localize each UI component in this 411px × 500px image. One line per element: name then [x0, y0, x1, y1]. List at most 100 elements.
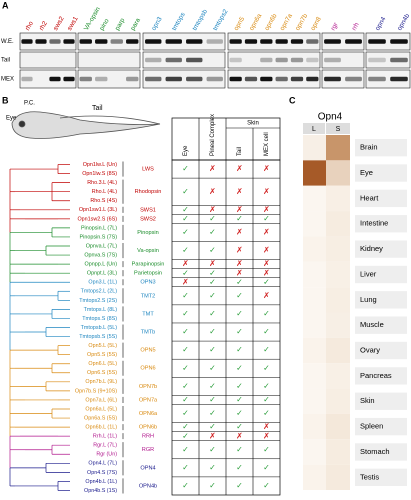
leaf-label: Opn1sw1.L (3L) [79, 207, 117, 213]
expression-mark: ✓ [182, 463, 189, 472]
row-label: MEX [1, 77, 14, 83]
gel-band [260, 57, 273, 63]
expression-mark: ✓ [182, 246, 189, 255]
gene-label: sws1 [66, 15, 80, 32]
gel-band [206, 76, 223, 82]
gel [77, 32, 141, 51]
leaf-label: Opn4.S (7S) [87, 470, 117, 476]
gene-label: opn7a [279, 12, 294, 31]
gel-band [244, 39, 258, 44]
expression-mark: ✓ [263, 363, 270, 372]
tissue-label: Pancreas [360, 371, 392, 380]
leaf-label: Rho.L (4L) [92, 189, 117, 195]
expression-mark: ✓ [263, 277, 270, 286]
group-label: Pinopsin [137, 230, 158, 236]
gel-band [390, 57, 408, 63]
gel-band [229, 39, 242, 44]
gel-band [390, 39, 408, 44]
leaf-label: Rrh.L (1L) [93, 434, 117, 440]
leaf-label: Opnva.S (7S) [84, 252, 117, 258]
tissue-label-box [355, 367, 407, 385]
expression-mark: ✓ [182, 431, 189, 440]
gel [321, 51, 365, 69]
expression-mark: ✗ [209, 205, 216, 214]
gel-band [21, 39, 33, 44]
leaf-label: Opn5.L (5L) [88, 343, 117, 349]
expression-mark: ✓ [209, 214, 216, 223]
expression-mark: ✓ [182, 291, 189, 300]
gene-label: opn4b [396, 12, 411, 31]
tissue-label: Intestine [360, 219, 388, 228]
tissue-label: Stomach [360, 447, 390, 456]
expression-mark: ✓ [209, 309, 216, 318]
expression-mark: ✗ [263, 431, 270, 440]
leaf-label: Rgr (Un) [96, 452, 117, 458]
expression-mark: ✓ [209, 445, 216, 454]
expression-mark: ✓ [209, 381, 216, 390]
gel-band [186, 57, 203, 63]
gel-band [49, 76, 61, 82]
gel-band [126, 76, 139, 82]
heat-cell [326, 287, 350, 313]
expression-mark: ✓ [236, 214, 243, 223]
gel-band [260, 39, 273, 44]
row-label: W.E. [1, 39, 14, 45]
gene-label: tmtops2 [212, 8, 230, 32]
leaf-label: Opn7b.L (9L) [85, 379, 117, 385]
tissue-label-box [355, 468, 407, 486]
gel [227, 32, 321, 51]
leaf-label: Opn6.L (5L) [88, 361, 117, 367]
heat-cell [326, 363, 350, 389]
heat-cell [326, 413, 350, 440]
expression-mark: ✗ [182, 277, 189, 286]
expression-mark: ✓ [263, 309, 270, 318]
tissue-label: Heart [360, 193, 379, 202]
expression-mark: ✓ [209, 345, 216, 354]
gene-label: opn3 [150, 16, 163, 32]
expression-mark: ✓ [209, 363, 216, 372]
gel-band [95, 39, 108, 44]
tissue-label-box [355, 316, 407, 334]
expression-mark: ✓ [182, 445, 189, 454]
gel-band [79, 39, 92, 44]
gel-band [290, 57, 304, 63]
heat-cell [326, 388, 350, 414]
expression-mark: ✓ [263, 395, 270, 404]
gel [77, 69, 141, 89]
leaf-label: Opn1lw.S (8S) [82, 171, 117, 177]
gel-band [306, 39, 319, 44]
tissue-label-box [355, 265, 407, 284]
expression-mark: ✗ [263, 164, 270, 173]
group-label: OPN5 [140, 348, 155, 354]
tadpole-label: Eye [6, 116, 17, 122]
leaf-label: Opn7a.L (6L) [85, 397, 117, 403]
gel-band [206, 39, 223, 44]
gel [321, 32, 365, 51]
tissue-label: Lung [360, 295, 377, 304]
gene-label: para [129, 17, 142, 32]
expression-mark: ✓ [236, 381, 243, 390]
expression-mark: ✓ [182, 381, 189, 390]
leaf-label: Rgr.L (7L) [93, 443, 117, 449]
gel [19, 32, 77, 51]
panel-label: B [2, 95, 9, 105]
gel [227, 69, 321, 89]
leaf-label: Opn5.S (5S) [87, 352, 117, 358]
gel [142, 32, 226, 51]
gel-band [49, 39, 61, 44]
expression-mark: ✓ [236, 345, 243, 354]
expression-mark: ✓ [236, 291, 243, 300]
heat-cell [326, 312, 350, 338]
expression-mark: ✓ [209, 409, 216, 418]
gel-band [244, 76, 258, 82]
tissue-label: Spleen [360, 422, 383, 431]
gene-label: opn8 [309, 16, 322, 32]
gel [19, 51, 77, 69]
gene-label: parp [114, 17, 127, 32]
heat-cell [303, 287, 326, 313]
expression-mark: ✗ [236, 259, 243, 268]
gene-label: rho [24, 20, 35, 32]
group-label: OPN4 [140, 465, 155, 471]
tissue-label: Kidney [360, 244, 383, 253]
gel [19, 69, 77, 89]
